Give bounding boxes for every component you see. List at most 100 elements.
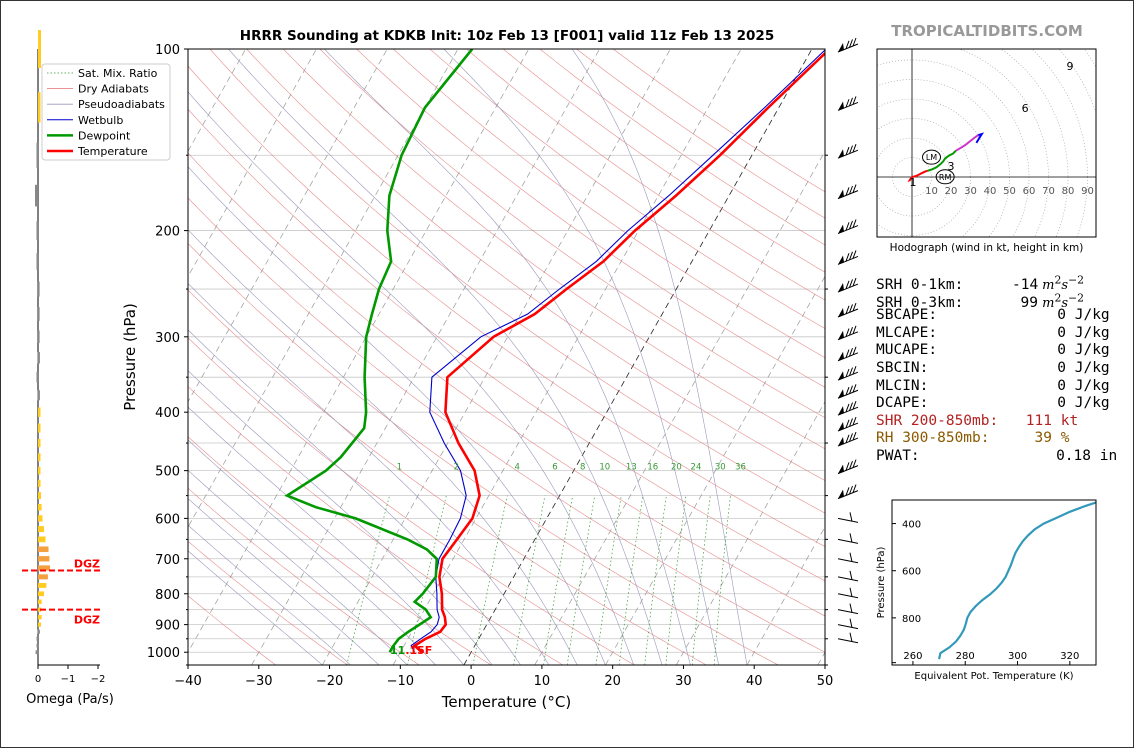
dry-adiabat bbox=[188, 337, 635, 665]
isotherm bbox=[0, 49, 33, 665]
mixing-ratio-line bbox=[472, 495, 508, 665]
wind-barb-flag bbox=[849, 618, 853, 628]
stat-value: 0 bbox=[1057, 395, 1066, 412]
wind-barb-flag bbox=[852, 431, 857, 441]
omega-bar bbox=[38, 438, 41, 448]
mixing-ratio-line bbox=[691, 495, 711, 665]
wind-barb-pennant bbox=[838, 422, 844, 432]
omega-bar bbox=[38, 526, 44, 533]
mixing-ratio-line bbox=[595, 495, 622, 665]
wind-barb-flag bbox=[849, 570, 853, 580]
dry-adiabat bbox=[188, 386, 563, 665]
thetae-x-tick-label: 300 bbox=[1008, 651, 1027, 662]
wind-barb-flag bbox=[849, 251, 853, 261]
stat-unit: kt bbox=[1052, 412, 1079, 429]
y-tick-label: 500 bbox=[155, 465, 180, 480]
stat-unit: m2s−2 bbox=[1042, 291, 1084, 311]
stat-row: MUCAPE: 0 J/kg bbox=[876, 342, 1117, 360]
thetae-x-tick-label: 260 bbox=[903, 651, 922, 662]
x-tick-label: 50 bbox=[817, 674, 834, 689]
mixing-ratio-line bbox=[543, 495, 574, 665]
wind-barb-shaft bbox=[837, 558, 859, 564]
hodograph-body: 10 20 30 40 50 60 70 80 90 1 3 6 9 LM RM bbox=[877, 49, 1096, 237]
stat-unit: J/kg bbox=[1066, 359, 1110, 376]
omega-bar bbox=[38, 583, 47, 588]
omega-bar bbox=[38, 466, 41, 475]
wind-barb-flag bbox=[849, 39, 853, 48]
wind-barb-pennant bbox=[838, 149, 844, 159]
x-tick-label: 40 bbox=[746, 674, 763, 689]
hodograph-segment bbox=[975, 132, 985, 144]
surface-temperature-label: .15F bbox=[405, 644, 432, 657]
omega-bar bbox=[38, 515, 43, 522]
stat-value: 111 bbox=[1025, 412, 1052, 429]
stat-row: SBCAPE: 0 J/kg bbox=[876, 307, 1117, 325]
stat-row: SRH 0-3km: 99 m2s−2 bbox=[876, 290, 1117, 311]
omega-bar bbox=[38, 30, 41, 68]
surface-dewpoint-label: 11 bbox=[390, 644, 405, 657]
wind-barb-pennant bbox=[838, 308, 844, 318]
hodograph-height-label: 6 bbox=[1022, 102, 1029, 115]
stat-unit: J/kg bbox=[1066, 395, 1110, 412]
y-tick-label: 300 bbox=[155, 331, 180, 346]
omega-bar bbox=[38, 565, 50, 571]
mixing-ratio-line bbox=[513, 495, 546, 665]
omega-bar bbox=[38, 492, 41, 500]
wind-barb-flag bbox=[852, 219, 857, 228]
stat-value: 0 bbox=[1057, 377, 1066, 394]
stat-unit: J/kg bbox=[1066, 377, 1110, 394]
wind-barb-flag bbox=[845, 487, 850, 496]
wind-barb-flag bbox=[849, 220, 853, 230]
wind-barb-pennant bbox=[838, 489, 844, 499]
thetae-x-axis-label: Equivalent Pot. Temperature (K) bbox=[914, 671, 1073, 682]
skewt-plot: 1 2 4 6 8 10 13 16 20 24 30 36100200300400500600700… bbox=[0, 37, 859, 711]
wind-barb-flag bbox=[849, 304, 853, 313]
omega-bar bbox=[37, 351, 40, 364]
pseudoadiabat bbox=[188, 550, 323, 665]
mixing-ratio-label: 10 bbox=[599, 463, 610, 473]
wind-barb-flag bbox=[849, 402, 853, 411]
thetae-x-tick-label: 280 bbox=[956, 651, 975, 662]
dry-adiabat bbox=[188, 243, 779, 665]
pseudoadiabat bbox=[188, 329, 521, 665]
wind-barb-pennant bbox=[838, 351, 844, 361]
omega-bar bbox=[38, 407, 41, 417]
isotherm bbox=[188, 49, 388, 403]
dry-adiabat bbox=[188, 108, 825, 582]
hodograph-title: Hodograph (wind in kt, height in km) bbox=[890, 242, 1084, 254]
wind-barb-flag bbox=[852, 384, 857, 393]
wind-barb-flag bbox=[852, 184, 857, 193]
mixing-ratio-line bbox=[713, 495, 731, 665]
wind-barb-flag bbox=[849, 367, 853, 376]
stat-label: MLCIN: bbox=[876, 377, 929, 394]
omega-bar bbox=[38, 556, 50, 562]
stat-value: 0 bbox=[1057, 359, 1066, 376]
x-tick-label: −40 bbox=[174, 674, 201, 689]
wind-barb-flag bbox=[849, 587, 853, 597]
wind-barb-flag bbox=[849, 512, 853, 522]
stat-label: PWAT: bbox=[876, 447, 920, 464]
wind-barb-flag bbox=[849, 185, 853, 195]
omega-axis-label: Omega (Pa/s) bbox=[26, 692, 114, 707]
thetae-body bbox=[938, 501, 1096, 660]
omega-bar bbox=[35, 184, 38, 207]
wind-barb-flag bbox=[845, 280, 850, 290]
omega-bar bbox=[38, 423, 41, 433]
wind-barb-shaft bbox=[837, 609, 859, 615]
wind-barb-flag bbox=[852, 144, 857, 153]
pseudoadiabat bbox=[188, 91, 635, 665]
mixing-ratio-label: 6 bbox=[552, 463, 557, 473]
stat-unit: in bbox=[1091, 447, 1118, 464]
legend-label: Wetbulb bbox=[78, 114, 123, 127]
wind-barb-pennant bbox=[838, 43, 844, 52]
thetae-y-tick-label: 800 bbox=[902, 614, 921, 625]
wind-barb-flag bbox=[845, 419, 850, 429]
dry-adiabat bbox=[283, 49, 825, 450]
y-tick-label: 200 bbox=[155, 225, 180, 240]
omega-bar bbox=[36, 371, 39, 383]
y-tick-label: 1000 bbox=[147, 646, 180, 661]
omega-bar bbox=[37, 330, 40, 344]
wind-barb-flag bbox=[852, 400, 857, 410]
omega-x-tick-label: −1 bbox=[61, 674, 76, 685]
x-tick-label: 10 bbox=[534, 674, 551, 689]
